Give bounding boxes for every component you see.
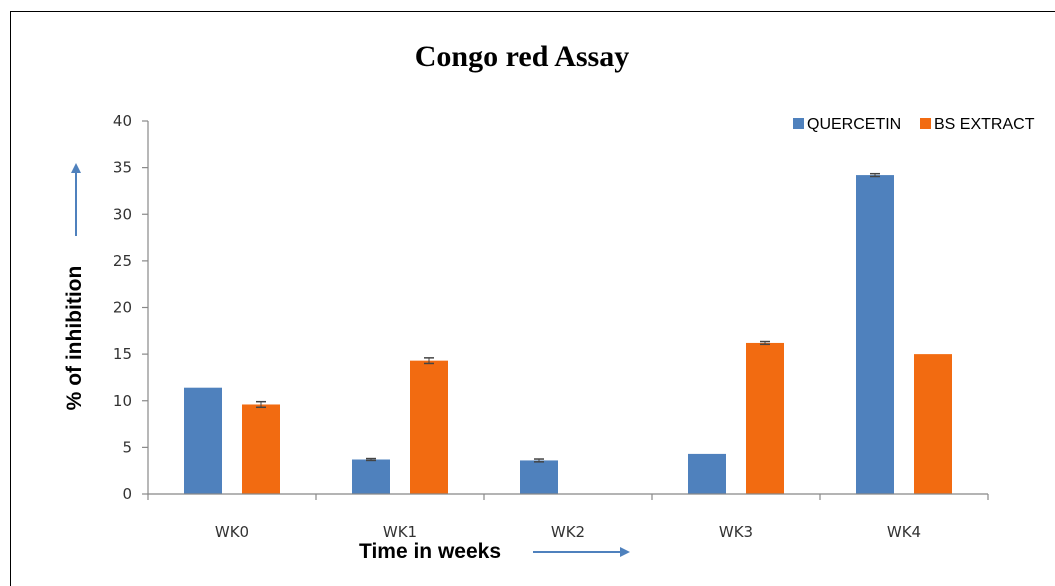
y-tick-label: 30 — [113, 205, 132, 223]
x-tick-label: WK2 — [551, 523, 585, 541]
y-tick-label: 15 — [113, 345, 132, 363]
x-tick-label: WK4 — [887, 523, 921, 541]
y-axis-label: % of inhibition — [63, 266, 86, 411]
legend-swatch — [793, 118, 804, 129]
x-axis-label: Time in weeks — [359, 540, 501, 563]
y-tick-label: 35 — [113, 159, 132, 177]
y-tick-label: 0 — [122, 485, 132, 503]
x-tick-label: WK3 — [719, 523, 753, 541]
bar-quercetin — [856, 175, 894, 494]
x-tick-label: WK1 — [383, 523, 417, 541]
chart-frame — [10, 11, 1055, 586]
x-tick-label: WK0 — [215, 523, 249, 541]
y-tick-label: 40 — [113, 112, 132, 130]
legend-label: BS EXTRACT — [934, 116, 1035, 133]
y-tick-label: 25 — [113, 252, 132, 270]
bar-quercetin — [352, 459, 390, 494]
bar-quercetin — [688, 453, 726, 494]
bar-bs-extract — [914, 354, 952, 494]
y-tick-label: 10 — [113, 392, 132, 410]
y-axis-ticks: 0 5 10 15 20 25 30 35 40 — [113, 112, 148, 503]
y-tick-label: 20 — [113, 299, 132, 317]
chart-title: Congo red Assay — [415, 40, 629, 73]
legend-label: QUERCETIN — [807, 116, 901, 133]
bars — [184, 172, 952, 494]
bar-bs-extract — [746, 342, 784, 494]
bar-quercetin — [520, 460, 558, 494]
y-tick-label: 5 — [122, 438, 132, 456]
x-axis-ticks: WK0 WK1 WK2 WK3 WK4 — [147, 494, 989, 541]
bar-bs-extract — [242, 404, 280, 494]
bar-quercetin — [184, 387, 222, 494]
legend-swatch — [920, 118, 931, 129]
legend: QUERCETIN BS EXTRACT — [793, 116, 1035, 133]
bar-bs-extract — [410, 360, 448, 494]
